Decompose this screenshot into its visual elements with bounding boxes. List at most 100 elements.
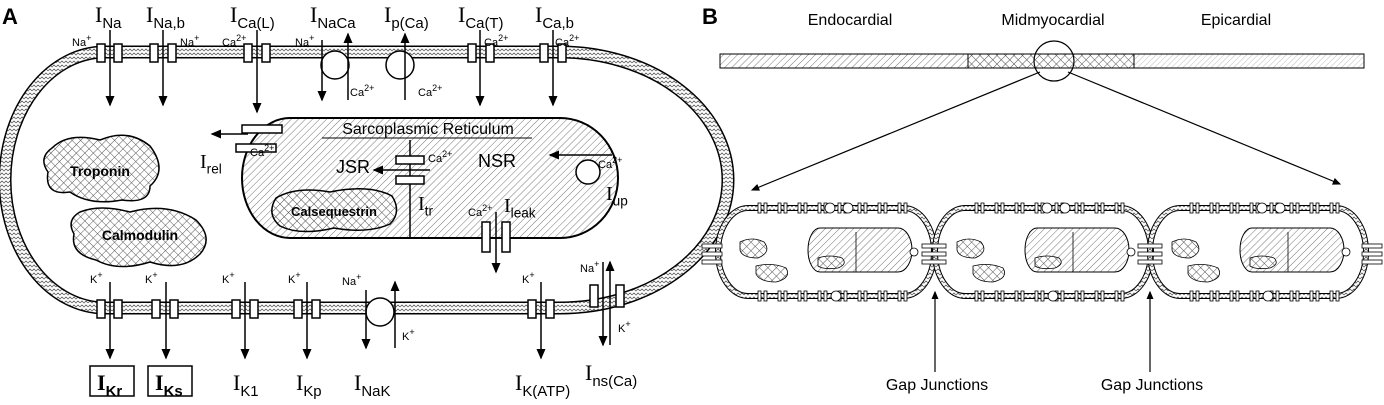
ion-k-1: K+ — [90, 270, 103, 286]
ion-ca-6: Ca2+ — [250, 143, 274, 159]
current-label-top-3: INaCa — [310, 2, 356, 32]
ion-ca-5-charge: 2+ — [569, 33, 579, 43]
bottom-channels — [96, 284, 625, 327]
current-label-rel-base: I — [200, 151, 207, 173]
current-label-leak-sub: leak — [511, 206, 536, 221]
ion-ca-7-charge: 2+ — [442, 149, 452, 159]
current-label-bottom-0-base: I — [97, 370, 106, 395]
gap-junction-label-1: Gap Junctions — [886, 377, 988, 394]
ion-k-7: K+ — [618, 319, 631, 335]
ion-ca-5: Ca2+ — [555, 33, 579, 49]
ion-k-6-charge: + — [529, 270, 534, 280]
ion-ca-6-element: Ca — [250, 147, 265, 159]
ion-k-3: K+ — [222, 270, 235, 286]
gap-junction-annotations — [931, 290, 1154, 372]
ion-na-1-charge: + — [86, 33, 91, 43]
ion-k-7-charge: + — [625, 319, 630, 329]
ion-k-5-charge: + — [409, 327, 414, 337]
mini-cell-1 — [715, 202, 937, 302]
end-junction-left — [701, 243, 723, 265]
ion-k-5: K+ — [402, 327, 415, 343]
current-label-tr-base: I — [418, 193, 425, 215]
ion-ca-7-element: Ca — [428, 153, 443, 165]
ion-na-3-element: Na — [295, 37, 310, 49]
ion-na-4: Na+ — [342, 272, 361, 288]
calmodulin-blob — [70, 207, 207, 268]
coupled-cells — [701, 202, 1383, 302]
current-label-top-1-base: I — [146, 2, 153, 27]
ion-ca-2-charge: 2+ — [364, 83, 374, 93]
ion-ca-4: Ca2+ — [484, 33, 508, 49]
current-label-top-2: ICa(L) — [230, 2, 275, 32]
ion-na-3: Na+ — [295, 33, 314, 49]
current-label-up: Iup — [606, 183, 628, 209]
panel-a-label: A — [2, 4, 18, 29]
current-label-top-0-base: I — [95, 2, 102, 27]
ion-ca-3: Ca2+ — [418, 83, 442, 99]
gap-junction-2 — [1137, 243, 1163, 265]
sr-channels — [235, 124, 601, 253]
current-label-top-0-sub: Na — [102, 15, 122, 32]
mini-cell-3 — [1147, 202, 1369, 302]
sr-arrows — [210, 129, 612, 274]
ion-na-2-element: Na — [180, 37, 195, 49]
jsr-label: JSR — [336, 157, 370, 177]
current-label-top-5: ICa(T) — [458, 2, 504, 32]
calmodulin-label: Calmodulin — [102, 227, 178, 243]
current-box-0 — [89, 365, 135, 397]
troponin-label: Troponin — [70, 163, 130, 179]
ion-ca-6-charge: 2+ — [264, 143, 274, 153]
current-label-top-4: Ip(Ca) — [384, 2, 429, 32]
ion-k-2-element: K — [145, 274, 153, 286]
current-label-bottom-0-sub: Kr — [106, 383, 123, 400]
top-arrows — [105, 30, 558, 114]
ion-ca-4-charge: 2+ — [498, 33, 508, 43]
ion-ca-7: Ca2+ — [428, 149, 452, 165]
current-label-top-6-base: I — [535, 2, 542, 27]
top-current-labels: INa INa,b ICa(L) INaCa Ip(Ca) ICa(T) ICa,b — [95, 2, 574, 32]
ion-k-4-element: K — [288, 274, 296, 286]
current-label-leak-base: I — [504, 195, 511, 217]
current-box-1 — [147, 365, 193, 397]
current-label-bottom-5: IK(ATP) — [515, 370, 570, 400]
current-label-bottom-6-sub: ns(Ca) — [592, 373, 637, 390]
region-labels: Endocardial Midmyocardial Epicardial — [808, 12, 1271, 29]
current-label-top-2-base: I — [230, 2, 237, 27]
ion-k-4: K+ — [288, 270, 301, 286]
current-label-top-6-sub: Ca,b — [542, 15, 574, 32]
current-label-bottom-3-sub: Kp — [303, 383, 321, 400]
ion-ca-1: Ca2+ — [222, 33, 246, 49]
ion-ca-3-element: Ca — [418, 87, 433, 99]
ion-k-7-element: K — [618, 323, 626, 335]
current-label-top-2-sub: Ca(L) — [237, 15, 274, 32]
ion-ca-9-charge: 2+ — [482, 203, 492, 213]
ion-k-2-charge: + — [152, 270, 157, 280]
current-label-top-6: ICa,b — [535, 2, 574, 32]
ion-na-4-charge: + — [356, 272, 361, 282]
ion-labels: Na+ Na+ Ca2+ Na+Ca2+ Ca2+Ca2+ Ca2+Ca2+Ca2+Ca2… — [72, 33, 631, 343]
current-label-rel-sub: rel — [207, 162, 222, 177]
panel-b-label: B — [702, 4, 718, 29]
current-label-tr-sub: tr — [425, 204, 434, 219]
current-label-bottom-6-base: I — [585, 360, 592, 385]
ion-k-3-charge: + — [229, 270, 234, 280]
ion-na-1-element: Na — [72, 37, 87, 49]
ion-ca-2: Ca2+ — [350, 83, 374, 99]
current-label-top-5-base: I — [458, 2, 465, 27]
current-label-top-3-base: I — [310, 2, 317, 27]
current-label-rel: Irel — [200, 151, 222, 177]
calsequestrin-label: Calsequestrin — [291, 204, 377, 219]
current-label-top-3-sub: NaCa — [317, 15, 356, 32]
current-label-bottom-4-base: I — [354, 370, 361, 395]
nsr-label: NSR — [478, 151, 516, 171]
current-label-top-1-sub: Na,b — [153, 15, 185, 32]
ion-ca-2-element: Ca — [350, 87, 365, 99]
end-junction-right — [1361, 243, 1383, 265]
ion-na-5: Na+ — [580, 259, 599, 275]
current-label-top-0: INa — [95, 2, 122, 32]
bottom-arrows — [105, 260, 615, 360]
current-label-bottom-6: Ins(Ca) — [585, 360, 637, 390]
gap-junction-1 — [921, 243, 947, 265]
